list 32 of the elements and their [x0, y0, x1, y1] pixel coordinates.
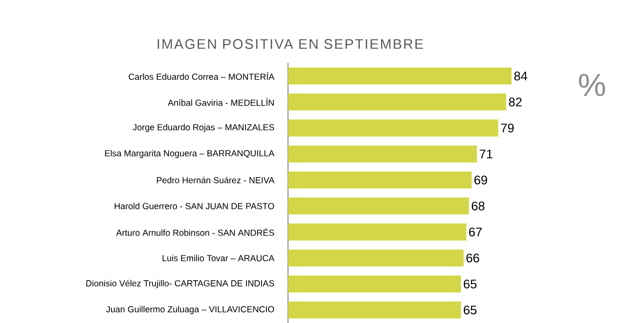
data-label: 65 [464, 306, 476, 314]
y-tick-label: Elsa Margarita Noguera – BARRANQUILLA [105, 150, 274, 158]
data-label: 84 [514, 72, 528, 80]
data-label: 67 [469, 228, 482, 236]
chart-title: IMAGEN POSITIVA EN SEPTIEMBRE [158, 39, 423, 49]
y-tick-label: Juan Guillermo Zuluaga – VILLAVICENCIO [106, 306, 274, 314]
bar [288, 224, 466, 241]
text: % [578, 74, 606, 96]
bar [288, 94, 506, 111]
bar [288, 250, 464, 267]
bar [288, 146, 477, 163]
y-tick-label: Jorge Eduardo Rojas – MANIZALES [132, 124, 274, 132]
bar [288, 120, 498, 137]
bar [288, 276, 461, 293]
y-tick-label: Harold Guerrero - SAN JUAN DE PASTO [114, 202, 274, 210]
y-tick-label: Luis Emilio Tovar – ARAUCA [162, 254, 274, 262]
data-label: 82 [508, 98, 522, 106]
data-label: 68 [472, 202, 484, 210]
bar [288, 198, 469, 215]
y-tick-label: Carlos Eduardo Correa – MONTERÍA [128, 72, 274, 80]
y-tick-label: Aníbal Gaviria - MEDELLÍN [168, 98, 274, 106]
data-label: 65 [464, 280, 476, 288]
bar [288, 172, 472, 189]
data-label: 66 [466, 254, 480, 262]
y-tick-label: Arturo Arnulfo Robinson - SAN ANDRÉS [116, 228, 274, 236]
data-label: 69 [474, 176, 488, 184]
y-tick-label: Dionisio Vélez Trujillo- CARTAGENA DE INDIAS [86, 280, 274, 288]
bar [288, 302, 461, 319]
bar [288, 68, 512, 85]
data-label: 71 [480, 150, 492, 158]
data-label: 79 [501, 124, 514, 132]
y-tick-label: Pedro Hernán Suárez - NEIVA [156, 176, 274, 184]
